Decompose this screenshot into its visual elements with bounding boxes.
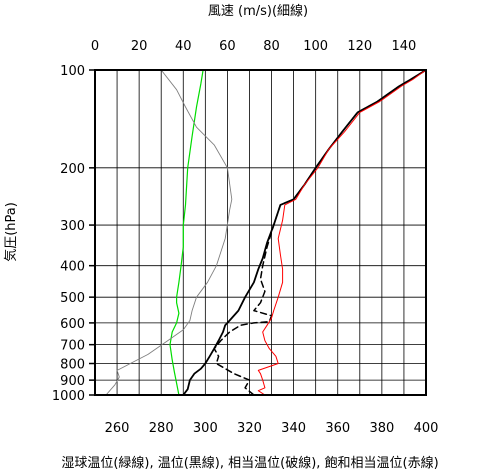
x-top-tick-label: 40 (175, 39, 192, 54)
plot-frame (94, 69, 427, 396)
y-tick-label: 1000 (52, 389, 85, 404)
y-tick-label: 200 (60, 162, 85, 177)
y-tick-label: 300 (60, 219, 85, 234)
x-top-tick-label: 120 (347, 39, 372, 54)
grid (94, 69, 427, 396)
x-top-tick-label: 20 (131, 39, 148, 54)
x-bottom-tick-label: 400 (414, 421, 439, 436)
series-line-2 (182, 69, 427, 396)
y-tick-label: 700 (60, 339, 85, 354)
series-line-3 (213, 69, 427, 396)
x-bottom-tick-label: 340 (281, 421, 306, 436)
x-bottom-tick-label: 260 (105, 421, 130, 436)
x-bottom-tick-label: 280 (149, 421, 174, 436)
top-axis-label: 風速 (m/s)(細線) (208, 3, 308, 19)
y-axis-label: 気圧(hPa) (3, 202, 19, 262)
x-axis-label: 湿球温位(緑線), 温位(黒線), 相当温位(破線), 飽和相当温位(赤線) (61, 455, 438, 471)
y-tick-label: 500 (60, 291, 85, 306)
y-tick-label: 800 (60, 358, 85, 373)
series-line-0 (169, 69, 204, 396)
y-tick-label: 100 (60, 64, 85, 79)
x-bottom-tick-label: 320 (237, 421, 262, 436)
y-tick-label: 600 (60, 317, 85, 332)
x-bottom-tick-label: 360 (325, 421, 350, 436)
y-tick-label: 400 (60, 260, 85, 275)
x-top-tick-label: 80 (263, 39, 280, 54)
series-line-4 (257, 69, 427, 396)
x-bottom-tick-label: 300 (193, 421, 218, 436)
x-top-tick-label: 140 (392, 39, 417, 54)
x-top-tick-label: 60 (219, 39, 236, 54)
series-line-1 (105, 69, 233, 396)
x-top-tick-label: 0 (91, 39, 99, 54)
series-group (105, 69, 427, 396)
x-top-tick-label: 100 (303, 39, 328, 54)
y-tick-label: 900 (60, 374, 85, 389)
x-bottom-tick-label: 380 (369, 421, 394, 436)
